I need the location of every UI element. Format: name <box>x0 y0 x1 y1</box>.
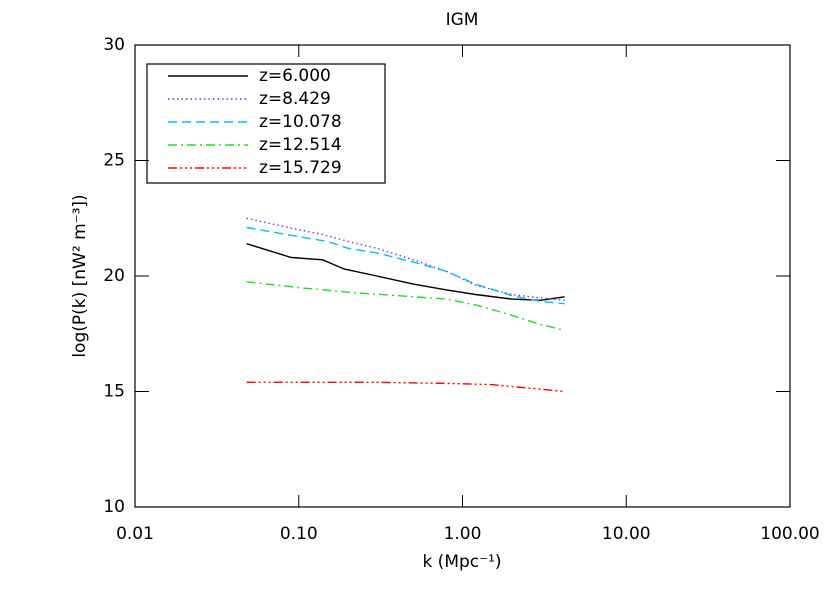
chart-title: IGM <box>446 10 479 30</box>
series-line <box>246 381 565 393</box>
x-tick-label: 0.01 <box>116 524 154 544</box>
legend-label: z=15.729 <box>259 158 342 178</box>
y-tick-label: 15 <box>103 382 125 402</box>
y-axis-label: log(P(k) [nW² m⁻³]) <box>70 194 90 357</box>
series-line <box>246 217 565 301</box>
legend-box <box>146 63 386 184</box>
series-line <box>246 281 565 331</box>
x-tick-label: 0.10 <box>280 524 318 544</box>
x-tick-label: 1.00 <box>444 524 482 544</box>
legend-label: z=12.514 <box>259 135 342 155</box>
x-tick-label: 100.00 <box>760 524 819 544</box>
y-tick-label: 25 <box>103 151 125 171</box>
x-tick-label: 10.00 <box>602 524 651 544</box>
legend-label: z=6.000 <box>259 66 331 86</box>
legend-label: z=8.429 <box>259 89 331 109</box>
y-tick-label: 10 <box>103 497 125 517</box>
series-line <box>246 243 565 302</box>
series-line <box>246 226 565 305</box>
y-tick-label: 20 <box>103 266 125 286</box>
legend-label: z=10.078 <box>259 112 342 132</box>
x-axis-label: k (Mpc⁻¹) <box>422 552 501 572</box>
y-tick-label: 30 <box>103 35 125 55</box>
